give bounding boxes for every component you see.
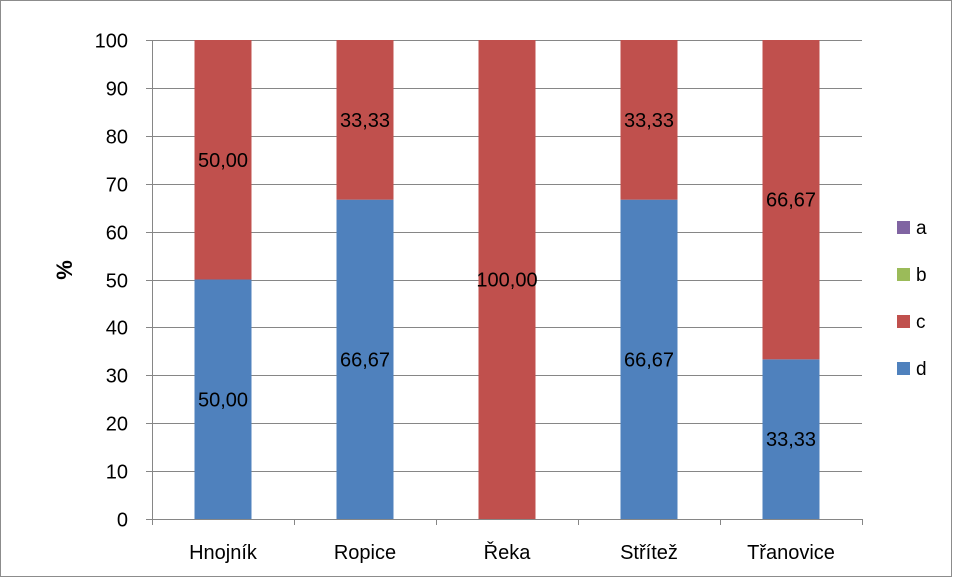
bar-segment-c [620, 40, 678, 200]
x-category-label: Střítež [620, 542, 678, 564]
y-axis-label: % [52, 260, 77, 280]
y-tick-label: 70 [106, 175, 128, 197]
legend: a b c d [897, 218, 927, 380]
x-category-label: Třanovice [747, 542, 835, 564]
y-tick-label: 60 [106, 223, 128, 245]
bar-segment-c [478, 40, 536, 519]
data-label: 50,00 [198, 389, 248, 411]
x-category-label: Řeka [484, 541, 532, 564]
legend-label-a: a [916, 218, 927, 239]
y-tick-label: 0 [117, 510, 128, 532]
y-tick-label: 90 [106, 79, 128, 101]
bar-segment-c [336, 40, 394, 200]
data-label: 33,33 [340, 110, 390, 132]
bar-segment-d [620, 199, 678, 519]
bar-segment-d [194, 279, 252, 519]
data-label: 33,33 [624, 110, 674, 132]
bars [194, 40, 820, 519]
data-label: 50,00 [198, 150, 248, 172]
x-category-label: Hnojník [189, 542, 258, 564]
y-tick-label: 20 [106, 414, 128, 436]
y-tick-label: 80 [106, 127, 128, 149]
data-label: 66,67 [340, 349, 390, 371]
data-label: 100,00 [476, 270, 537, 292]
legend-label-d: d [916, 359, 927, 380]
data-labels: 50,00 50,00 66,67 33,33 100,00 66,67 33,33 33,3… [198, 110, 816, 451]
data-label: 66,67 [624, 349, 674, 371]
y-tick-label: 30 [106, 366, 128, 388]
bar-segment-c [762, 40, 820, 360]
x-category-label: Ropice [334, 542, 396, 564]
y-tick-label: 10 [106, 462, 128, 484]
legend-label-c: c [916, 312, 926, 333]
data-label: 66,67 [766, 190, 816, 212]
y-tick-label: 100 [95, 31, 128, 53]
bar-segment-d [762, 359, 820, 519]
legend-swatch-c [897, 315, 910, 328]
axes: 0 10 20 30 40 50 60 70 80 90 100 Hnojník Ropice Řeka S… [95, 31, 863, 564]
legend-swatch-a [897, 221, 910, 234]
legend-label-b: b [916, 265, 927, 286]
bar-segment-d [336, 199, 394, 519]
legend-swatch-d [897, 362, 910, 375]
data-label: 33,33 [766, 429, 816, 451]
y-tick-label: 40 [106, 318, 128, 340]
legend-swatch-b [897, 268, 910, 281]
bar-segment-c [194, 40, 252, 280]
y-tick-label: 50 [106, 271, 128, 293]
